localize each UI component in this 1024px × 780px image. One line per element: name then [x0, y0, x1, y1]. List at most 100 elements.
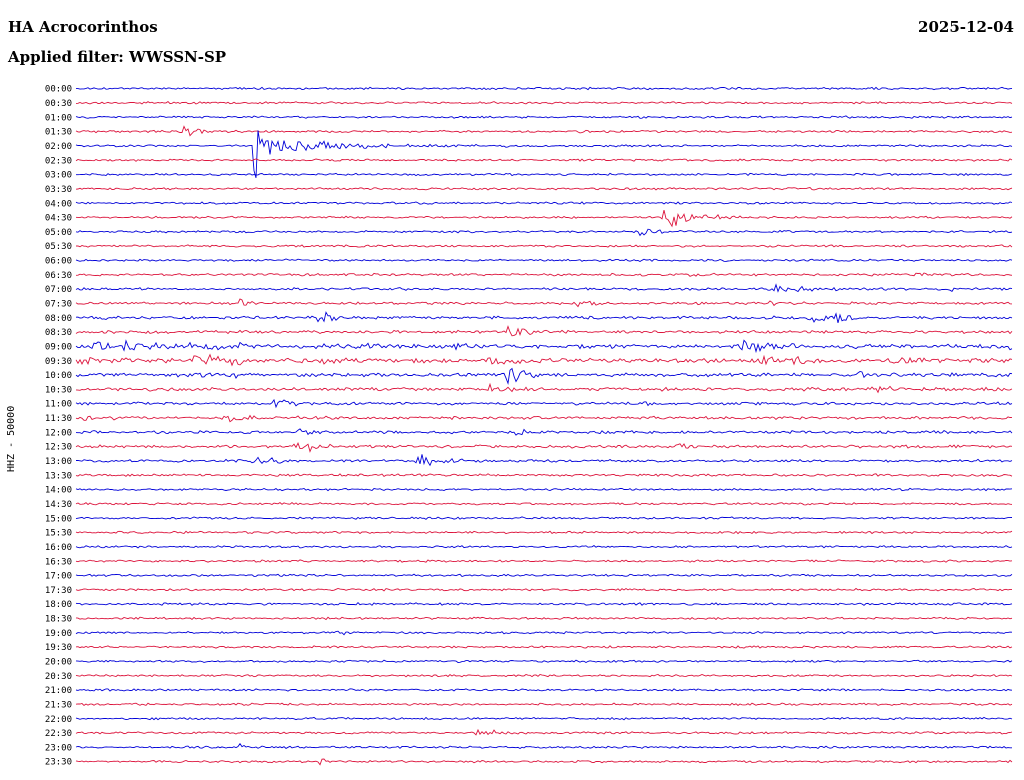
row-time-label: 23:00 [45, 743, 72, 753]
row-time-label: 00:30 [45, 99, 72, 109]
station-title: HA Acrocorinthos [8, 18, 158, 36]
row-time-label: 01:00 [45, 113, 72, 123]
row-time-label: 11:00 [45, 400, 72, 410]
trace-row-06:00 [75, 258, 1013, 263]
trace-row-08:30 [75, 325, 1013, 337]
row-time-label: 10:30 [45, 385, 72, 395]
trace-row-02:30 [75, 158, 1013, 162]
trace-row-06:30 [75, 272, 1013, 277]
row-time-label: 16:30 [45, 557, 72, 567]
row-time-label: 19:30 [45, 643, 72, 653]
row-time-label: 09:00 [45, 343, 72, 353]
row-time-label: 12:30 [45, 443, 72, 453]
trace-row-00:00 [75, 86, 1013, 91]
row-time-label: 08:00 [45, 314, 72, 324]
trace-row-12:00 [75, 428, 1013, 436]
row-time-label: 01:30 [45, 128, 72, 138]
row-time-label: 22:00 [45, 715, 72, 725]
trace-row-11:30 [75, 414, 1013, 423]
trace-row-16:30 [75, 559, 1013, 563]
row-time-label: 20:00 [45, 658, 72, 668]
trace-row-12:30 [75, 442, 1013, 453]
trace-row-03:30 [75, 187, 1013, 191]
trace-row-17:00 [75, 573, 1013, 578]
trace-row-18:30 [75, 616, 1013, 621]
row-time-label: 00:00 [45, 85, 72, 95]
trace-row-03:00 [76, 172, 1013, 177]
trace-row-01:00 [75, 115, 1013, 119]
trace-row-19:30 [75, 645, 1013, 649]
trace-row-14:30 [75, 502, 1013, 506]
row-time-label: 21:00 [45, 686, 72, 696]
trace-row-08:00 [75, 311, 1013, 324]
trace-row-05:00 [75, 228, 1013, 237]
row-time-label: 20:30 [45, 672, 72, 682]
trace-row-20:30 [75, 673, 1013, 678]
trace-row-13:00 [75, 454, 1013, 467]
row-time-label: 09:30 [45, 357, 72, 367]
row-time-label: 18:30 [45, 615, 72, 625]
row-time-label: 23:30 [45, 758, 72, 768]
row-time-label: 04:30 [45, 214, 72, 224]
row-time-label: 06:00 [45, 257, 72, 267]
trace-row-23:00 [75, 742, 1012, 750]
row-time-label: 02:30 [45, 156, 72, 166]
trace-row-18:00 [75, 601, 1013, 606]
applied-filter-label: Applied filter: WWSSN-SP [8, 48, 227, 66]
trace-row-21:00 [75, 688, 1013, 692]
trace-row-09:00 [75, 339, 1013, 354]
row-time-label: 19:00 [45, 629, 72, 639]
row-time-label: 06:30 [45, 271, 72, 281]
trace-row-04:30 [75, 209, 1013, 228]
trace-row-10:00 [75, 367, 1013, 386]
trace-row-22:30 [75, 728, 1013, 736]
row-time-label: 11:30 [45, 414, 72, 424]
trace-row-01:30 [75, 125, 1013, 137]
row-time-label: 16:00 [45, 543, 72, 553]
trace-row-15:00 [75, 516, 1013, 520]
trace-row-04:00 [75, 201, 1013, 205]
trace-row-16:00 [75, 545, 1013, 549]
row-time-label: 12:00 [45, 428, 72, 438]
row-time-label: 07:30 [45, 300, 72, 310]
row-time-label: 10:00 [45, 371, 72, 381]
row-time-label: 18:00 [45, 600, 72, 610]
trace-row-20:00 [75, 659, 1013, 664]
row-time-label: 02:00 [45, 142, 72, 152]
trace-row-23:30 [75, 758, 1013, 766]
trace-row-10:30 [75, 382, 1013, 394]
trace-row-17:30 [75, 587, 1012, 592]
row-time-label: 14:00 [45, 486, 72, 496]
trace-row-11:00 [75, 398, 1013, 409]
row-time-label: 17:30 [45, 586, 72, 596]
trace-row-07:30 [75, 298, 1013, 308]
record-date: 2025-12-04 [918, 18, 1014, 36]
trace-row-07:00 [75, 283, 1013, 293]
row-time-label: 22:30 [45, 729, 72, 739]
row-time-label: 04:00 [45, 199, 72, 209]
row-time-label: 03:30 [45, 185, 72, 195]
trace-row-14:00 [75, 487, 1013, 492]
trace-row-09:30 [75, 353, 1013, 367]
row-time-label: 14:30 [45, 500, 72, 510]
row-time-label: 05:00 [45, 228, 72, 238]
row-time-label: 15:00 [45, 514, 72, 524]
row-time-label: 08:30 [45, 328, 72, 338]
row-time-label: 05:30 [45, 242, 72, 252]
row-time-label: 17:00 [45, 572, 72, 582]
trace-row-05:30 [75, 244, 1013, 248]
row-time-label: 13:30 [45, 471, 72, 481]
trace-row-02:00 [75, 130, 1013, 179]
row-time-label: 03:00 [45, 171, 72, 181]
trace-row-19:00 [75, 630, 1013, 636]
trace-row-13:30 [75, 473, 1013, 477]
trace-row-00:30 [75, 101, 1013, 105]
row-time-label: 13:00 [45, 457, 72, 467]
trace-row-21:30 [75, 702, 1013, 706]
row-time-label: 21:30 [45, 701, 72, 711]
trace-row-22:00 [75, 716, 1013, 721]
row-time-label: 07:00 [45, 285, 72, 295]
trace-row-15:30 [75, 530, 1013, 535]
